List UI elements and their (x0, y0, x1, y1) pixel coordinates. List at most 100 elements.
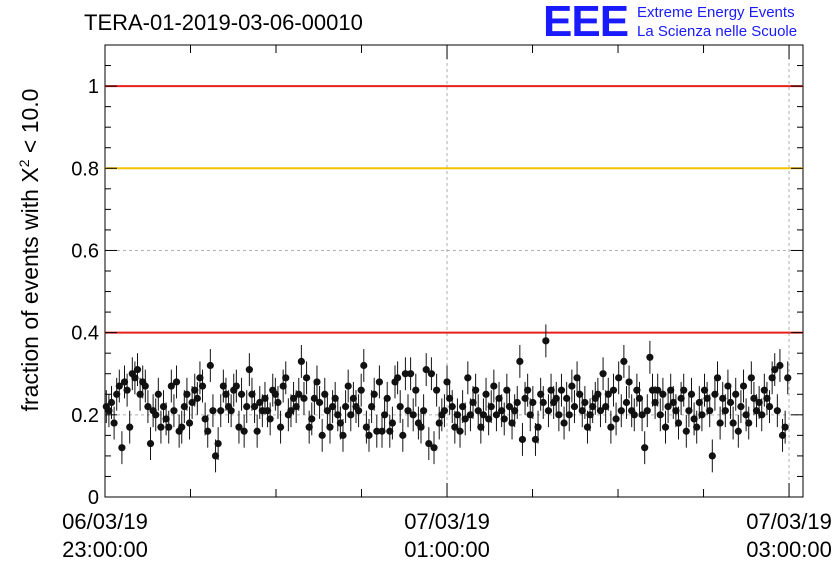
data-point (612, 415, 620, 423)
data-point (328, 403, 337, 411)
data-point (459, 403, 467, 411)
data-point (557, 386, 566, 394)
data-point (633, 386, 641, 394)
data-point (448, 403, 456, 411)
data-point (297, 357, 305, 365)
data-point (274, 398, 282, 407)
y-tick-label: 0.6 (71, 240, 99, 262)
x-tick-label-date: 06/03/19 (62, 509, 148, 534)
data-point (388, 419, 397, 427)
data-point (407, 370, 415, 378)
data-point (113, 390, 121, 398)
data-point (326, 423, 334, 431)
data-point (594, 390, 602, 398)
data-point (685, 407, 693, 415)
y-tick-label: 0.4 (71, 323, 99, 345)
data-point (635, 394, 644, 402)
data-point (703, 394, 711, 402)
data-point (214, 439, 222, 448)
data-point (321, 390, 329, 398)
data-point (700, 386, 709, 394)
data-point (362, 423, 370, 431)
data-point (695, 398, 703, 407)
data-point (347, 411, 355, 419)
data-point (178, 423, 186, 431)
data-point (654, 386, 662, 394)
data-point (534, 423, 542, 431)
data-point (118, 444, 126, 452)
data-point (107, 398, 116, 407)
x-tick-label-time: 03:00:00 (746, 537, 832, 562)
data-point (674, 419, 683, 427)
data-point (133, 366, 142, 374)
data-point (383, 394, 391, 402)
data-point (505, 403, 514, 411)
data-point (373, 427, 381, 435)
data-point (773, 407, 781, 415)
data-point (136, 390, 144, 398)
data-point (485, 415, 493, 423)
logo-caption-line1: Extreme Energy Events (637, 4, 795, 21)
data-point (739, 382, 748, 390)
data-point (453, 411, 462, 419)
data-point (451, 423, 459, 431)
data-point (115, 382, 123, 390)
data-point (677, 394, 685, 402)
data-point (687, 390, 696, 398)
data-point (477, 423, 485, 431)
data-point (503, 386, 511, 394)
data-point (693, 423, 701, 431)
data-point (667, 386, 675, 394)
data-point (500, 415, 508, 423)
data-point (672, 407, 680, 415)
data-point (276, 423, 285, 431)
data-point (464, 374, 472, 382)
data-point (745, 419, 753, 427)
data-point (105, 407, 113, 415)
data-point (755, 398, 763, 407)
data-point (292, 403, 300, 411)
y-tick-label: 1 (88, 76, 99, 98)
y-axis-label: fraction of events with X2 < 10.0 (16, 89, 44, 412)
data-point (367, 403, 376, 411)
data-point (289, 394, 298, 402)
data-point (261, 394, 269, 402)
data-point (141, 382, 149, 390)
data-point (120, 378, 129, 386)
data-point (198, 382, 207, 390)
data-point (193, 394, 201, 402)
data-point (524, 386, 532, 394)
data-point (375, 378, 383, 386)
data-point (188, 398, 196, 407)
data-point (162, 415, 170, 423)
data-point (248, 390, 256, 398)
data-point (495, 394, 503, 402)
data-point (422, 366, 430, 374)
data-point (211, 452, 220, 460)
data-point (547, 386, 555, 394)
data-point (513, 398, 521, 407)
data-point (570, 403, 579, 411)
data-point (144, 403, 152, 411)
data-point (157, 423, 165, 431)
data-point (716, 419, 724, 427)
data-point (630, 411, 638, 419)
data-point (708, 452, 716, 460)
data-point (131, 374, 139, 382)
data-point (758, 411, 766, 419)
data-point (412, 386, 420, 394)
y-axis-label-sup: 2 (16, 159, 33, 168)
data-point (217, 407, 225, 415)
data-point (508, 419, 516, 427)
data-point (596, 407, 605, 415)
data-point (427, 370, 436, 378)
data-point (232, 382, 240, 390)
data-point (349, 394, 357, 402)
data-point (669, 398, 677, 407)
data-point (651, 398, 659, 407)
data-point (165, 423, 173, 431)
y-tick-label: 0 (88, 487, 99, 509)
data-point (196, 374, 204, 382)
data-point (435, 419, 443, 427)
data-point (253, 427, 261, 435)
